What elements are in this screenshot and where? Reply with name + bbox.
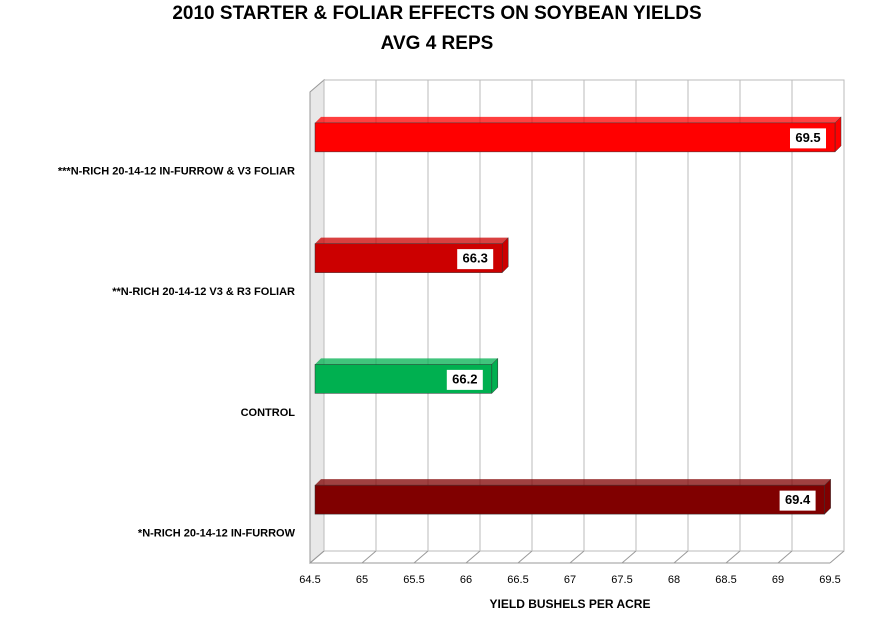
grid-line [465,550,481,564]
grid-line [725,550,741,564]
grid-line [777,550,793,564]
chart-title: 2010 STARTER & FOLIAR EFFECTS ON SOYBEAN… [172,3,701,24]
y-tick-label: **N-RICH 20-14-12 V3 & R3 FOLIAR [112,286,295,298]
grid-line [309,550,325,564]
bar [314,122,836,153]
bar-top [315,116,841,123]
value-label: 66.3 [463,251,488,266]
x-tick-label: 68 [668,574,680,586]
x-tick-label: 65 [356,574,368,586]
x-tick-label: 68.5 [715,574,736,586]
value-label-box [779,490,816,511]
grid-line [517,550,533,564]
grid-line [413,550,429,564]
grid-line [621,550,637,564]
bar-top [315,479,831,486]
bar-end [834,116,842,153]
y-tick-label: ***N-RICH 20-14-12 IN-FURROW & V3 FOLIAR [58,165,295,177]
x-tick-label: 66 [460,574,472,586]
value-label-box [790,128,826,149]
grid-line [673,550,689,564]
chart-subtitle: AVG 4 REPS [381,33,494,54]
value-label: 69.5 [795,130,820,145]
y-tick-label: CONTROL [241,407,296,419]
bar-end [491,357,499,394]
grid-line [569,550,585,564]
bar-end [824,478,831,515]
bar-top [315,237,509,244]
x-tick-label: 66.5 [507,574,528,586]
x-tick-label: 65.5 [403,574,424,586]
y-tick-label: *N-RICH 20-14-12 IN-FURROW [138,528,296,540]
bar-end [501,237,509,274]
x-tick-label: 67.5 [611,574,632,586]
value-label-box [446,369,483,390]
x-tick-label: 67 [564,574,576,586]
value-label-box [457,249,494,270]
x-tick-label: 64.5 [299,574,320,586]
x-tick-label: 69.5 [819,574,840,586]
grid-line [361,550,377,564]
x-axis-label: YIELD BUSHELS PER ACRE [490,597,651,611]
bar [314,484,825,515]
value-label: 66.2 [452,371,477,386]
x-tick-label: 69 [772,574,784,586]
bar-top [315,358,498,365]
value-label: 69.4 [785,492,811,507]
grid-line [829,550,845,564]
